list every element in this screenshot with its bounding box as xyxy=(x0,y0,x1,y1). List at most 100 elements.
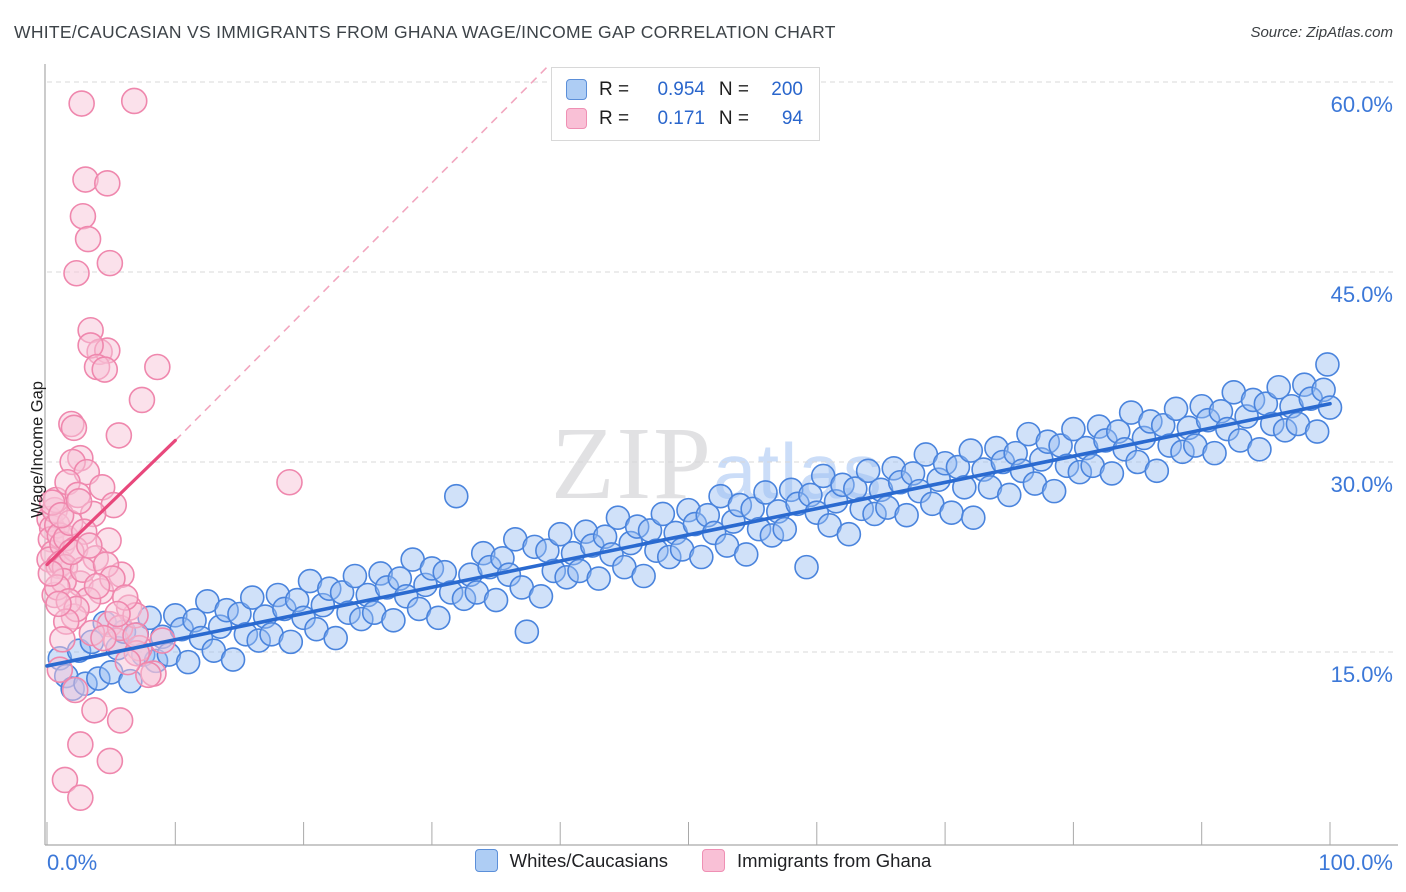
pink-point[interactable] xyxy=(65,487,93,515)
pink-point[interactable] xyxy=(83,572,111,600)
pink-point[interactable] xyxy=(69,202,97,230)
blue-point[interactable] xyxy=(438,580,464,605)
blue-point[interactable] xyxy=(86,666,111,691)
pink-point[interactable] xyxy=(90,624,117,652)
pink-point[interactable] xyxy=(135,661,162,689)
pink-point[interactable] xyxy=(74,225,102,253)
pink-point[interactable] xyxy=(76,532,103,559)
blue-point[interactable] xyxy=(1163,396,1189,422)
blue-point[interactable] xyxy=(470,540,496,566)
blue-point[interactable] xyxy=(573,519,599,544)
blue-point[interactable] xyxy=(656,544,682,570)
blue-point[interactable] xyxy=(426,605,451,631)
blue-point[interactable] xyxy=(265,582,291,608)
blue-point[interactable] xyxy=(836,521,862,547)
blue-point[interactable] xyxy=(631,563,656,589)
blue-point[interactable] xyxy=(586,566,611,591)
blue-point[interactable] xyxy=(163,602,188,628)
blue-point[interactable] xyxy=(1317,395,1343,420)
blue-point[interactable] xyxy=(894,502,919,528)
pink-point[interactable] xyxy=(49,626,76,653)
blue-point[interactable] xyxy=(1202,440,1227,466)
pink-point[interactable] xyxy=(81,696,108,724)
blue-point[interactable] xyxy=(650,501,676,527)
pink-point[interactable] xyxy=(60,414,88,442)
blue-point[interactable] xyxy=(528,583,554,609)
pink-point[interactable] xyxy=(96,747,124,775)
blue-point[interactable] xyxy=(855,458,881,484)
blue-point[interactable] xyxy=(772,516,798,542)
blue-point[interactable] xyxy=(958,438,984,463)
blue-point[interactable] xyxy=(220,647,246,672)
blue-point[interactable] xyxy=(381,608,406,633)
blue-point[interactable] xyxy=(644,538,669,563)
blue-point[interactable] xyxy=(239,585,265,610)
pink-point[interactable] xyxy=(91,356,119,383)
blue-point[interactable] xyxy=(1304,419,1330,444)
pink-point[interactable] xyxy=(67,731,94,758)
blue-point[interactable] xyxy=(233,621,259,647)
blue-point[interactable] xyxy=(778,477,804,503)
blue-point[interactable] xyxy=(323,625,348,651)
blue-point[interactable] xyxy=(939,500,964,525)
blue-point[interactable] xyxy=(1144,458,1170,484)
blue-point[interactable] xyxy=(952,475,977,500)
blue-point[interactable] xyxy=(676,497,701,523)
blue-point[interactable] xyxy=(1189,393,1214,419)
blue-point[interactable] xyxy=(733,542,759,567)
blue-point[interactable] xyxy=(1086,414,1112,439)
pink-point[interactable] xyxy=(68,90,95,117)
blue-point[interactable] xyxy=(514,619,540,645)
blue-point[interactable] xyxy=(547,521,573,547)
blue-point[interactable] xyxy=(451,586,477,612)
pink-point[interactable] xyxy=(45,590,72,618)
blue-point[interactable] xyxy=(246,628,271,653)
blue-point[interactable] xyxy=(794,554,819,580)
pink-point[interactable] xyxy=(63,259,90,287)
pink-point[interactable] xyxy=(104,600,131,628)
blue-point[interactable] xyxy=(1292,372,1317,398)
blue-point[interactable] xyxy=(483,587,509,613)
blue-point[interactable] xyxy=(1041,478,1067,504)
pink-point[interactable] xyxy=(61,676,89,704)
blue-point[interactable] xyxy=(432,559,458,585)
blue-point[interactable] xyxy=(849,496,875,522)
pink-point[interactable] xyxy=(106,707,134,734)
pink-point[interactable] xyxy=(120,87,148,115)
blue-point[interactable] xyxy=(175,649,201,675)
pink-point[interactable] xyxy=(94,170,121,197)
blue-point[interactable] xyxy=(1170,439,1195,465)
blue-point[interactable] xyxy=(1272,418,1298,443)
blue-point[interactable] xyxy=(759,523,785,548)
blue-point[interactable] xyxy=(1157,433,1182,458)
blue-point[interactable] xyxy=(554,564,579,590)
pink-point[interactable] xyxy=(51,766,79,794)
blue-point[interactable] xyxy=(342,563,368,589)
blue-point[interactable] xyxy=(1099,461,1125,486)
blue-point[interactable] xyxy=(753,480,778,505)
pink-point[interactable] xyxy=(276,468,303,496)
blue-point[interactable] xyxy=(349,606,374,632)
blue-point[interactable] xyxy=(1315,352,1340,377)
pink-point[interactable] xyxy=(128,386,156,414)
blue-point[interactable] xyxy=(689,544,714,570)
blue-point[interactable] xyxy=(1067,459,1093,485)
blue-point[interactable] xyxy=(1266,374,1291,400)
pink-point[interactable] xyxy=(37,560,65,587)
pink-point[interactable] xyxy=(105,422,133,449)
blue-point[interactable] xyxy=(984,435,1009,461)
blue-point[interactable] xyxy=(961,505,986,531)
pink-point[interactable] xyxy=(144,353,171,381)
pink-point[interactable] xyxy=(67,784,94,811)
blue-point[interactable] xyxy=(278,629,304,655)
blue-point[interactable] xyxy=(862,501,887,527)
pink-point[interactable] xyxy=(47,501,75,529)
pink-point[interactable] xyxy=(96,249,124,277)
pink-point[interactable] xyxy=(72,166,99,193)
pink-point[interactable] xyxy=(114,648,142,676)
blue-point[interactable] xyxy=(443,483,469,509)
blue-point[interactable] xyxy=(996,482,1022,508)
blue-point[interactable] xyxy=(1061,416,1086,442)
blue-point[interactable] xyxy=(368,561,393,586)
blue-point[interactable] xyxy=(881,456,907,481)
